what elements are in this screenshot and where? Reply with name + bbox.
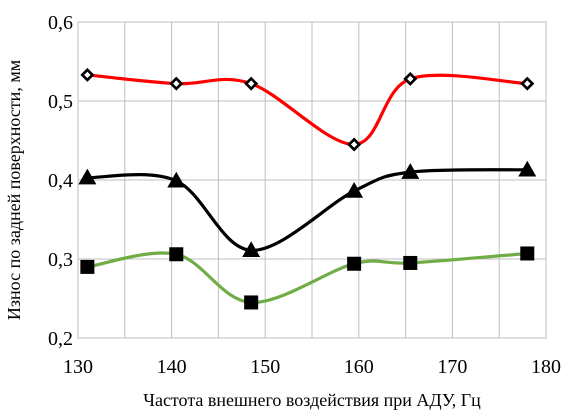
x-tick-label: 150	[250, 356, 280, 378]
data-point	[520, 246, 535, 261]
series-2	[78, 160, 537, 258]
x-tick-labels: 130 140 150 160 170 180	[63, 356, 561, 378]
data-point	[345, 182, 364, 198]
data-point-center	[84, 71, 91, 79]
x-tick-label: 180	[531, 356, 561, 378]
x-tick-label: 160	[344, 356, 374, 378]
series-layer	[78, 67, 537, 310]
y-tick-label: 0,2	[48, 328, 73, 350]
data-point-center	[350, 141, 358, 148]
x-tick-label: 130	[63, 356, 93, 378]
data-point	[78, 168, 97, 185]
y-axis-title: Износ по задней поверхности, мм	[4, 60, 24, 320]
data-point-center	[247, 80, 255, 87]
series-line	[85, 73, 529, 147]
plot-frame	[77, 21, 547, 339]
data-point-center	[173, 80, 180, 87]
data-point	[80, 259, 95, 274]
y-tick-labels: 0,2 0,3 0,4 0,5 0,6	[48, 12, 73, 350]
data-point-center	[407, 75, 414, 83]
data-point	[169, 247, 184, 262]
data-point	[242, 241, 261, 258]
x-tick-label: 140	[157, 356, 187, 378]
data-point	[347, 256, 362, 271]
data-point	[518, 160, 537, 177]
y-tick-label: 0,3	[48, 249, 73, 271]
data-point	[401, 163, 420, 179]
x-tick-label: 170	[437, 356, 467, 378]
data-point	[167, 171, 186, 188]
y-tick-label: 0,5	[48, 91, 73, 113]
y-tick-label: 0,4	[48, 170, 73, 192]
series-line	[85, 168, 529, 252]
series-1	[80, 67, 535, 152]
x-axis-title: Частота внешнего воздействия при АДУ, Гц	[143, 390, 481, 410]
data-point	[403, 255, 418, 270]
series-line	[85, 251, 529, 305]
series-3	[80, 246, 535, 310]
data-point-center	[524, 80, 531, 87]
grid	[77, 21, 547, 339]
y-tick-label: 0,6	[48, 12, 73, 34]
data-point	[244, 295, 259, 310]
